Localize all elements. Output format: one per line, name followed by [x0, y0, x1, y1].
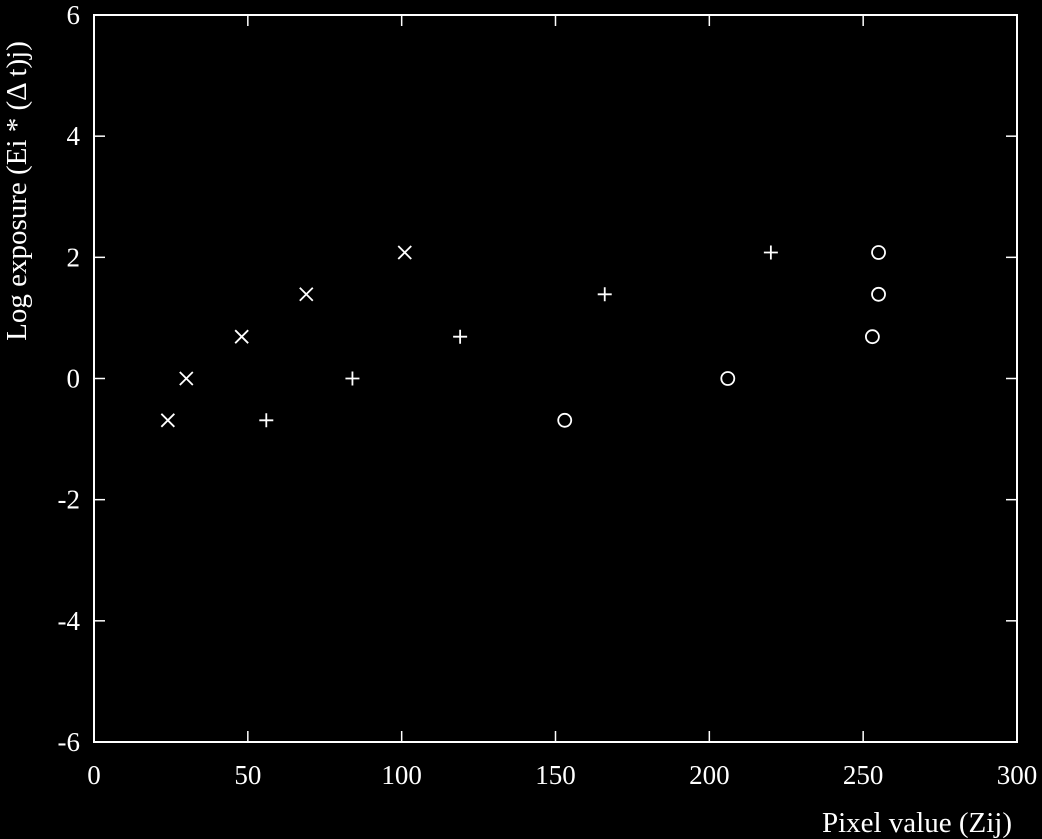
- y-tick-label: 4: [67, 121, 81, 151]
- x-tick-label: 0: [87, 760, 101, 790]
- plus-marker: [597, 287, 612, 302]
- x-tick-label: 250: [843, 760, 884, 790]
- x-marker: [234, 329, 249, 344]
- y-tick-label: -4: [58, 606, 81, 636]
- x-marker: [179, 371, 194, 386]
- y-tick-label: -2: [58, 485, 81, 515]
- plus-marker: [763, 245, 778, 260]
- axis-tick-labels: 0 50 100 150 200 250 300 -6 -4 -2 0 2 4 6: [58, 0, 1038, 790]
- series-plus-markers: [259, 245, 778, 428]
- x-axis-title: Pixel value (Zij): [822, 807, 1012, 839]
- x-tick-label: 300: [997, 760, 1038, 790]
- circle-marker: [720, 371, 736, 386]
- x-tick-label: 50: [234, 760, 261, 790]
- y-tick-label: 2: [67, 242, 81, 272]
- x-marker: [397, 245, 412, 260]
- circle-marker: [557, 412, 573, 428]
- data-markers: [160, 245, 886, 428]
- axis-ticks: [93, 14, 1018, 743]
- plus-marker: [345, 371, 360, 386]
- x-tick-label: 150: [535, 760, 576, 790]
- x-marker: [160, 413, 175, 428]
- y-tick-label: 6: [67, 0, 81, 30]
- circle-marker: [871, 286, 886, 302]
- series-circle-markers: [557, 245, 886, 428]
- x-tick-label: 100: [381, 760, 422, 790]
- y-axis-title: Log exposure (Ei * (Δ t)j): [1, 41, 33, 341]
- circle-marker: [864, 329, 880, 345]
- plus-marker: [453, 329, 468, 344]
- series-x-markers: [160, 245, 412, 428]
- x-tick-label: 200: [689, 760, 730, 790]
- y-tick-label: 0: [67, 364, 81, 394]
- x-marker: [299, 287, 314, 302]
- circle-marker: [871, 245, 886, 260]
- plus-marker: [259, 413, 274, 428]
- y-tick-label: -6: [58, 727, 81, 757]
